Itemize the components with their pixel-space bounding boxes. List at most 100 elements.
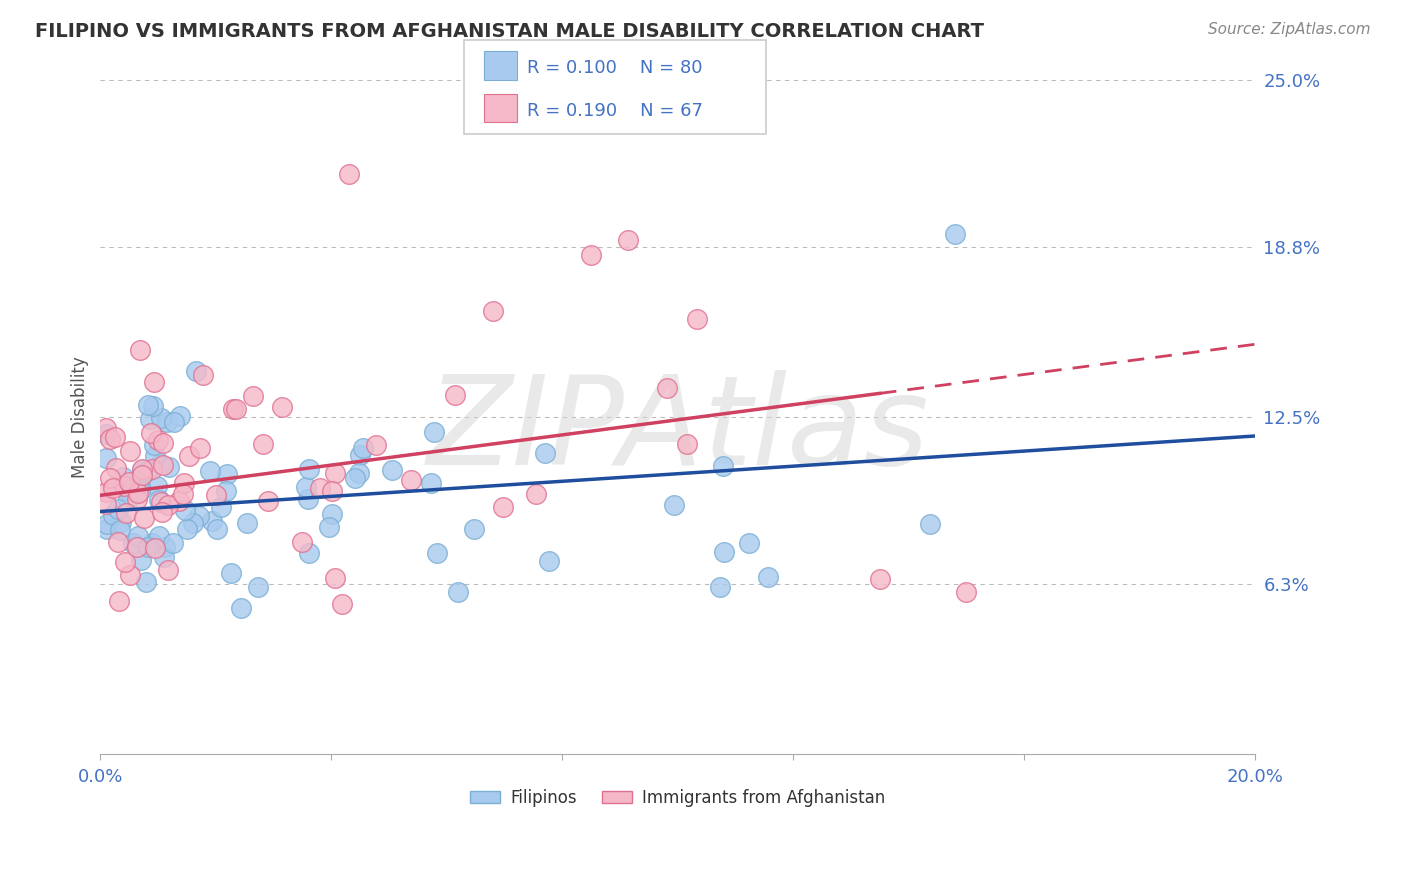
Point — [156, 563, 179, 577]
Point — [157, 498, 180, 512]
Point — [94, 497, 117, 511]
Text: R = 0.190    N = 67: R = 0.190 N = 67 — [527, 102, 703, 120]
Point — [955, 585, 977, 599]
Point — [107, 535, 129, 549]
Point — [221, 566, 243, 580]
Point — [538, 554, 561, 568]
Point — [101, 481, 124, 495]
Point — [709, 580, 731, 594]
Point — [167, 493, 190, 508]
Point — [104, 430, 127, 444]
Point — [236, 516, 259, 531]
Point — [330, 597, 353, 611]
Point — [127, 529, 149, 543]
Point — [141, 536, 163, 550]
Point — [117, 493, 139, 508]
Point — [344, 471, 367, 485]
Point — [150, 495, 173, 509]
Point — [163, 415, 186, 429]
Point — [108, 524, 131, 538]
Point — [108, 594, 131, 608]
Point — [142, 399, 165, 413]
Point — [347, 466, 370, 480]
Point — [298, 462, 321, 476]
Point — [920, 516, 942, 531]
Point — [94, 421, 117, 435]
Point — [96, 522, 118, 536]
Point — [98, 471, 121, 485]
Point — [271, 400, 294, 414]
Point — [207, 522, 229, 536]
Point — [444, 388, 467, 402]
Point — [419, 476, 441, 491]
Point — [148, 529, 170, 543]
Legend: Filipinos, Immigrants from Afghanistan: Filipinos, Immigrants from Afghanistan — [464, 782, 891, 814]
Point — [94, 485, 117, 500]
Point — [94, 427, 117, 442]
Point — [534, 446, 557, 460]
Point — [447, 585, 470, 599]
Point — [135, 574, 157, 589]
Point — [321, 484, 343, 499]
Point — [291, 535, 314, 549]
Point — [157, 459, 180, 474]
Point — [143, 541, 166, 555]
Point — [145, 478, 167, 492]
Point — [96, 516, 118, 531]
Point — [217, 467, 239, 482]
Point — [943, 227, 966, 241]
Point — [136, 540, 159, 554]
Point — [579, 248, 602, 262]
Point — [215, 483, 238, 498]
Point — [152, 458, 174, 473]
Point — [191, 368, 214, 382]
Point — [129, 553, 152, 567]
Point — [143, 450, 166, 464]
Point — [686, 312, 709, 326]
Point — [294, 480, 316, 494]
Point — [323, 467, 346, 481]
Point — [256, 494, 278, 508]
Point — [141, 462, 163, 476]
Point — [139, 426, 162, 441]
Point — [153, 550, 176, 565]
Point — [423, 425, 446, 440]
Point — [231, 600, 253, 615]
Point — [156, 415, 179, 429]
Point — [205, 488, 228, 502]
Text: FILIPINO VS IMMIGRANTS FROM AFGHANISTAN MALE DISABILITY CORRELATION CHART: FILIPINO VS IMMIGRANTS FROM AFGHANISTAN … — [35, 22, 984, 41]
Point — [127, 486, 149, 500]
Point — [125, 491, 148, 506]
Point — [188, 441, 211, 455]
Point — [117, 483, 139, 497]
Point — [131, 468, 153, 483]
Point — [617, 233, 640, 247]
Point — [138, 398, 160, 412]
Point — [114, 555, 136, 569]
Point — [96, 450, 118, 465]
Point — [122, 536, 145, 550]
Point — [131, 462, 153, 476]
Point — [118, 567, 141, 582]
Point — [756, 569, 779, 583]
Point — [162, 536, 184, 550]
Point — [173, 475, 195, 490]
Point — [181, 516, 204, 530]
Point — [142, 438, 165, 452]
Point — [297, 491, 319, 506]
Point — [128, 478, 150, 492]
Point — [381, 463, 404, 477]
Point — [111, 470, 134, 484]
Point — [337, 167, 360, 181]
Point — [321, 507, 343, 521]
Point — [115, 506, 138, 520]
Point — [98, 433, 121, 447]
Point — [110, 515, 132, 529]
Point — [135, 464, 157, 478]
Point — [399, 473, 422, 487]
Point — [169, 409, 191, 423]
Point — [225, 402, 247, 417]
Text: ZIPAtlas: ZIPAtlas — [426, 370, 929, 491]
Point — [173, 503, 195, 517]
Point — [426, 546, 449, 560]
